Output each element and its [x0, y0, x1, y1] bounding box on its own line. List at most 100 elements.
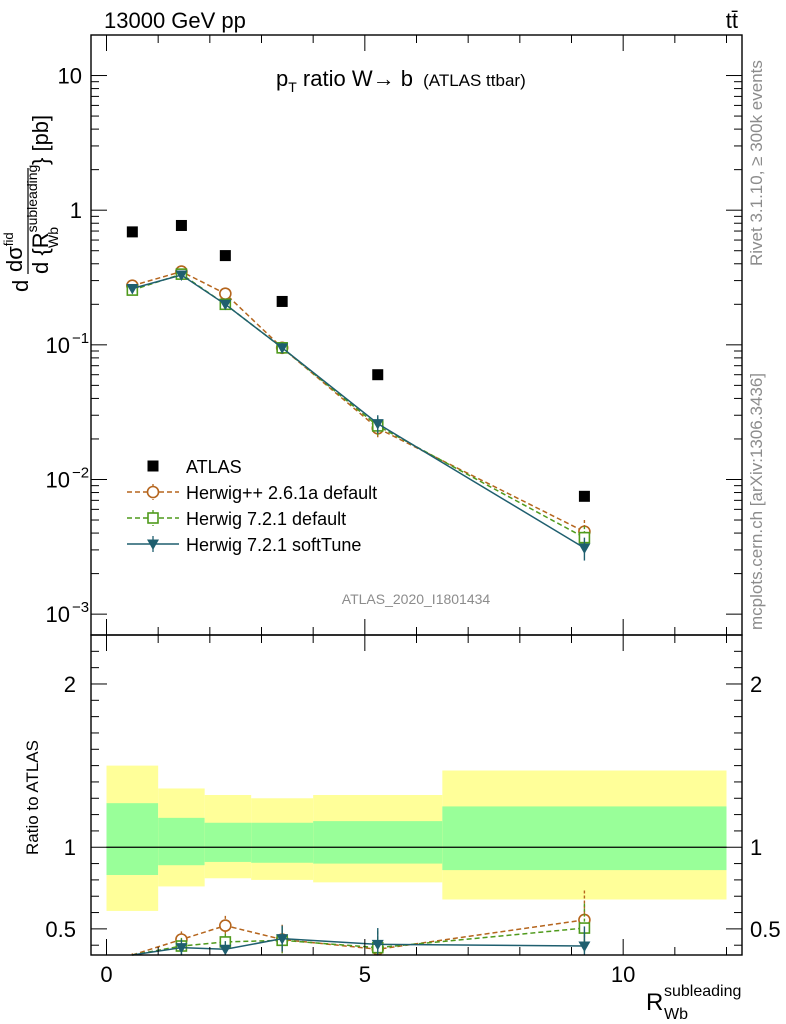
- ratio-data-point: [276, 934, 289, 945]
- main-series-atlas: [126, 219, 590, 502]
- main-series-herwig-7-2-1-softtune: [126, 270, 591, 561]
- legend-marker: [147, 460, 159, 472]
- main-x-ticks: [106, 35, 727, 635]
- svg-text:d {Rsubleading: d {Rsubleading: [24, 165, 53, 274]
- ratio-y-tick-label: 0.5: [45, 917, 76, 942]
- legend-marker: [147, 539, 159, 550]
- legend-label: Herwig 7.2.1 softTune: [186, 535, 361, 555]
- main-data-point: [175, 219, 187, 231]
- main-data-point: [126, 226, 138, 238]
- analysis-watermark: ATLAS_2020_I1801434: [342, 591, 491, 607]
- ylabel-d2: d {R: [28, 232, 53, 274]
- main-series-herwig-2-6-1a-default: [126, 265, 591, 547]
- uncertainty-band-inner: [313, 821, 443, 864]
- legend-label: Herwig 7.2.1 default: [186, 509, 346, 529]
- svg-text:d: d: [8, 280, 33, 292]
- main-data-point: [276, 343, 289, 354]
- legend-item: Herwig 7.2.1 default: [127, 509, 346, 529]
- ylabel-superscript: subleading: [24, 165, 40, 233]
- main-y-axis-label: d dσfid d {Rsubleading Wb } [pb]: [1, 115, 61, 292]
- main-data-point: [578, 490, 590, 502]
- ratio-y-tick-label: 2: [64, 672, 76, 697]
- title-suffix: (ATLAS ttbar): [423, 71, 526, 90]
- main-y-tick-label: 10: [46, 467, 70, 492]
- ylabel-unit: } [pb]: [28, 115, 53, 165]
- ratio-x-tick-label: 10: [611, 962, 635, 987]
- ratio-panel: 0.5 0.5 1 1 2 2 0 5 10 Ratio to ATLAS R sublead…: [23, 634, 781, 1023]
- ratio-series-line: [132, 927, 585, 956]
- ratio-y-tick-label-right: 1: [750, 835, 762, 860]
- legend-marker: [147, 512, 159, 524]
- main-data-point: [219, 299, 232, 311]
- main-data-point: [219, 287, 232, 300]
- ratio-series-line: [132, 919, 585, 956]
- rivet-version-text: Rivet 3.1.10, ≥ 300k events: [747, 60, 766, 266]
- main-data-point: [126, 284, 139, 295]
- main-y-tick-label: 10: [58, 64, 82, 89]
- ratio-y-axis-label: Ratio to ATLAS: [23, 740, 42, 855]
- ylabel-subscript: Wb: [45, 227, 61, 248]
- uncertainty-band-inner: [204, 822, 252, 862]
- xlabel-subscript: Wb: [664, 1006, 688, 1023]
- legend-item: Herwig 7.2.1 softTune: [127, 535, 361, 555]
- legend-label: ATLAS: [186, 457, 242, 477]
- main-series-line: [132, 270, 585, 533]
- energy-label: 13000 GeV pp: [104, 8, 246, 33]
- ratio-bands: [106, 765, 727, 911]
- main-series: [126, 219, 591, 561]
- uncertainty-band-inner: [442, 806, 727, 871]
- main-series-line: [132, 274, 585, 549]
- ylabel-d1: d: [8, 280, 33, 292]
- ratio-series-herwig-7-2-1-softtune: [132, 925, 591, 956]
- legend: ATLAS Herwig++ 2.6.1a default Herwig 7.2.1…: [127, 457, 377, 555]
- chart-title: pT ratio W→ b (ATLAS ttbar): [276, 66, 526, 95]
- legend-label: Herwig++ 2.6.1a default: [186, 483, 377, 503]
- main-y-tick-label: 1: [70, 198, 82, 223]
- main-data-point: [219, 250, 231, 262]
- ratio-x-ticks: 0 5 10: [100, 635, 727, 987]
- ratio-y-tick-label-right: 2: [750, 672, 762, 697]
- main-y-tick-label: 10: [46, 333, 70, 358]
- ratio-x-tick-label: 0: [100, 962, 112, 987]
- legend-item: Herwig++ 2.6.1a default: [127, 483, 377, 503]
- legend-item: ATLAS: [147, 457, 242, 477]
- main-data-point: [175, 270, 188, 282]
- ratio-y-tick-label-right: 0.5: [750, 917, 781, 942]
- ratio-data-point: [578, 941, 591, 953]
- mcplots-text: mcplots.cern.ch [arXiv:1306.3436]: [747, 373, 766, 630]
- uncertainty-band-inner: [251, 822, 314, 863]
- process-label: tt̄: [726, 8, 738, 33]
- legend-marker: [146, 485, 160, 499]
- main-data-point: [276, 295, 288, 307]
- xlabel-r: R: [646, 989, 663, 1016]
- ratio-series-line: [132, 937, 585, 956]
- ratio-series: [131, 890, 591, 956]
- title-p: p: [276, 66, 288, 91]
- uncertainty-band-inner: [158, 817, 205, 866]
- ratio-x-tick-label: 5: [359, 962, 371, 987]
- main-data-point: [578, 543, 591, 554]
- ratio-data-point: [219, 944, 232, 956]
- ylabel-dsigma: dσ: [2, 246, 27, 272]
- ratio-data-point: [175, 943, 188, 954]
- title-main: ratio W→ b: [297, 66, 413, 91]
- xlabel-superscript: subleading: [664, 983, 741, 1000]
- ratio-y-ticks: 0.5 0.5 1 1 2 2: [45, 650, 781, 946]
- main-y-tick-label: 10: [46, 602, 70, 627]
- main-y-tick-exponent: −3: [72, 599, 89, 616]
- main-data-point: [372, 369, 384, 381]
- title-t-subscript: T: [288, 79, 297, 95]
- main-y-tick-exponent: −1: [72, 330, 89, 347]
- ylabel-fid: fid: [1, 232, 16, 246]
- svg-text:dσfid: dσfid: [1, 232, 27, 272]
- main-y-tick-exponent: −2: [72, 464, 89, 481]
- main-data-point: [371, 419, 384, 430]
- x-axis-label: R: [646, 989, 663, 1016]
- uncertainty-band-inner: [106, 803, 159, 875]
- ratio-y-tick-label: 1: [64, 835, 76, 860]
- ratio-data-point: [371, 939, 384, 951]
- ratio-data-point: [219, 919, 232, 932]
